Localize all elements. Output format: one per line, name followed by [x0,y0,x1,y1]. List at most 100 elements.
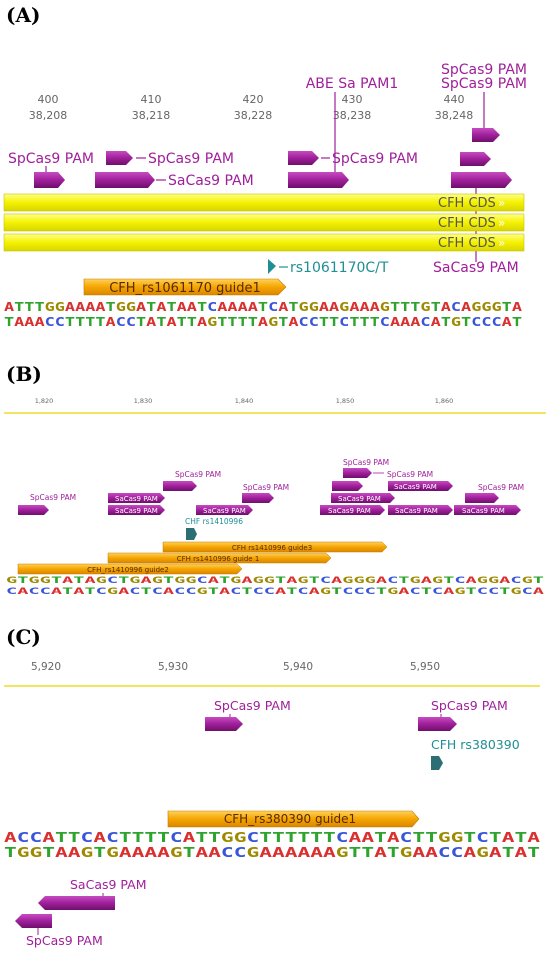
a-cds-label-2: CFH CDS [438,216,496,231]
c-tick-5930: 5,930 [158,661,188,673]
b-label-sp-2: SpCas9 PAM [243,483,289,492]
a-feature-abe [288,172,349,188]
b-tick-1850: 1,850 [336,397,355,405]
b-feature-sa-3 [196,505,253,515]
b-tick-1830: 1,830 [134,397,153,405]
panel-b-ruler: 1,820 1,830 1,840 1,850 1,860 [4,397,546,414]
b-label-sp-6: SpCas9 PAM [30,493,76,502]
c-tick-5950: 5,950 [410,661,440,673]
b-label-sa-r3: SaCas9 PAM [338,495,381,503]
a-cds-tracks: CFH CDS » CFH CDS » CFH CDS » [3,193,525,252]
b-guide1-label: CFH rs1410996 guide 1 [177,555,260,563]
panel-a-label: (A) [6,3,40,27]
b-label-sa-r2b: SaCas9 PAM [394,483,437,491]
b-label-sp-1: SpCas9 PAM [175,470,221,479]
b-label-sa-5: SaCas9 PAM [395,507,438,515]
a-cds-label-1: CFH CDS [438,196,496,211]
c-label-sp-3: SpCas9 PAM [26,933,103,948]
c-label-sa-1: SaCas9 PAM [70,877,147,892]
a-cds-label-3: CFH CDS [438,236,496,251]
b-feature-sa-r2b [388,481,453,491]
tick-pos-400: 400 [38,93,59,106]
a-label-sacas9-1: SaCas9 PAM [168,173,254,189]
b-label-sp-4: SpCas9 PAM [387,470,433,479]
c-label-sp-2: SpCas9 PAM [431,698,508,713]
panel-c-label: (C) [6,625,41,649]
a-guide [83,278,287,296]
b-feature-sp-7 [332,481,363,491]
b-tick-1820: 1,820 [35,397,54,405]
c-variant-label: CFH rs380390 [431,737,520,752]
chevron-right-icon: » [498,236,505,250]
a-feature-sacas9-1 [95,172,155,188]
b-guide2 [17,563,243,575]
c-label-sp-1: SpCas9 PAM [214,698,291,713]
a-label-abe: ABE Sa PAM1 [306,76,399,92]
b-feature-sp-1 [163,481,197,491]
a-label-spcas9-top2: SpCas9 PAM [441,76,527,92]
chevron-right-icon: » [498,196,505,210]
b-feature-sp-3 [343,468,372,478]
b-variant-marker [186,528,197,540]
a-feature-spcas9-r1 [472,128,500,142]
b-label-sa-6: SaCas9 PAM [462,507,505,515]
c-feature-sp-1 [205,717,243,731]
panel-b: (B) 1,820 1,830 1,840 1,850 1,860 SpCas9… [4,362,546,597]
tick-coord-430: 38,238 [333,109,372,122]
b-label-sa-2: SaCas9 PAM [115,507,158,515]
b-feature-sp-2 [242,493,274,503]
tick-coord-440: 38,248 [435,109,474,122]
a-label-sacas9-2: SaCas9 PAM [433,260,519,276]
b-feature-sp-6 [18,505,49,515]
panel-c: (C) 5,920 5,930 5,940 5,950 SpCas9 PAM S… [4,625,540,948]
panel-c-ruler: 5,920 5,930 5,940 5,950 [4,661,540,687]
a-label-spcas9-left: SpCas9 PAM [8,151,94,167]
a-feature-sacas9-2 [451,172,512,188]
b-feature-sa-1 [108,493,165,503]
a-label-spcas9-top1: SpCas9 PAM [441,62,527,78]
a-feature-spcas9-1 [106,151,133,165]
a-label-spcas9-2: SpCas9 PAM [332,151,418,167]
b-guide2-label: CFH_rs1410996 guide2 [87,566,169,574]
b-guide1 [107,552,332,564]
b-tick-1840: 1,840 [235,397,254,405]
a-cds-track-1 [3,193,525,212]
chevron-right-icon: » [498,216,505,230]
b-tick-1860: 1,860 [435,397,454,405]
tick-pos-420: 420 [243,93,264,106]
b-feature-sa-r3 [331,493,395,503]
b-guide3 [162,541,388,553]
a-cds-track-3 [3,233,525,252]
b-feature-sa-2 [108,505,165,515]
tick-pos-430: 430 [342,93,363,106]
c-tick-5920: 5,920 [31,661,61,673]
a-variant-marker [268,259,276,274]
tick-coord-420: 38,228 [234,109,273,122]
a-cds-track-2 [3,213,525,232]
tick-coord-400: 38,208 [29,109,68,122]
c-feature-sp-2 [418,717,457,731]
b-label-sp-3: SpCas9 PAM [343,458,389,467]
tick-pos-440: 440 [444,93,465,106]
c-tick-5940: 5,940 [283,661,313,673]
a-label-spcas9-1: SpCas9 PAM [148,151,234,167]
a-feature-spcas9-3 [34,172,65,188]
c-guide-label: CFH_rs380390 guide1 [224,812,356,826]
panel-b-label: (B) [6,362,42,386]
c-feature-sa-1 [38,896,115,910]
b-guide3-label: CFH rs1410996 guide3 [232,544,312,552]
b-label-sp-5: SpCas9 PAM [478,483,524,492]
a-variant-label: rs1061170C/T [290,260,389,276]
panel-a: (A) 400 38,208 410 38,218 420 38,228 430… [3,3,527,329]
panel-a-ruler: 400 38,208 410 38,218 420 38,228 430 38,… [29,93,474,122]
b-label-sa-3: SaCas9 PAM [203,507,246,515]
a-feature-spcas9-r2 [460,152,491,166]
a-feature-spcas9-2 [288,151,319,165]
b-variant-label: CHF rs1410996 [185,517,243,526]
